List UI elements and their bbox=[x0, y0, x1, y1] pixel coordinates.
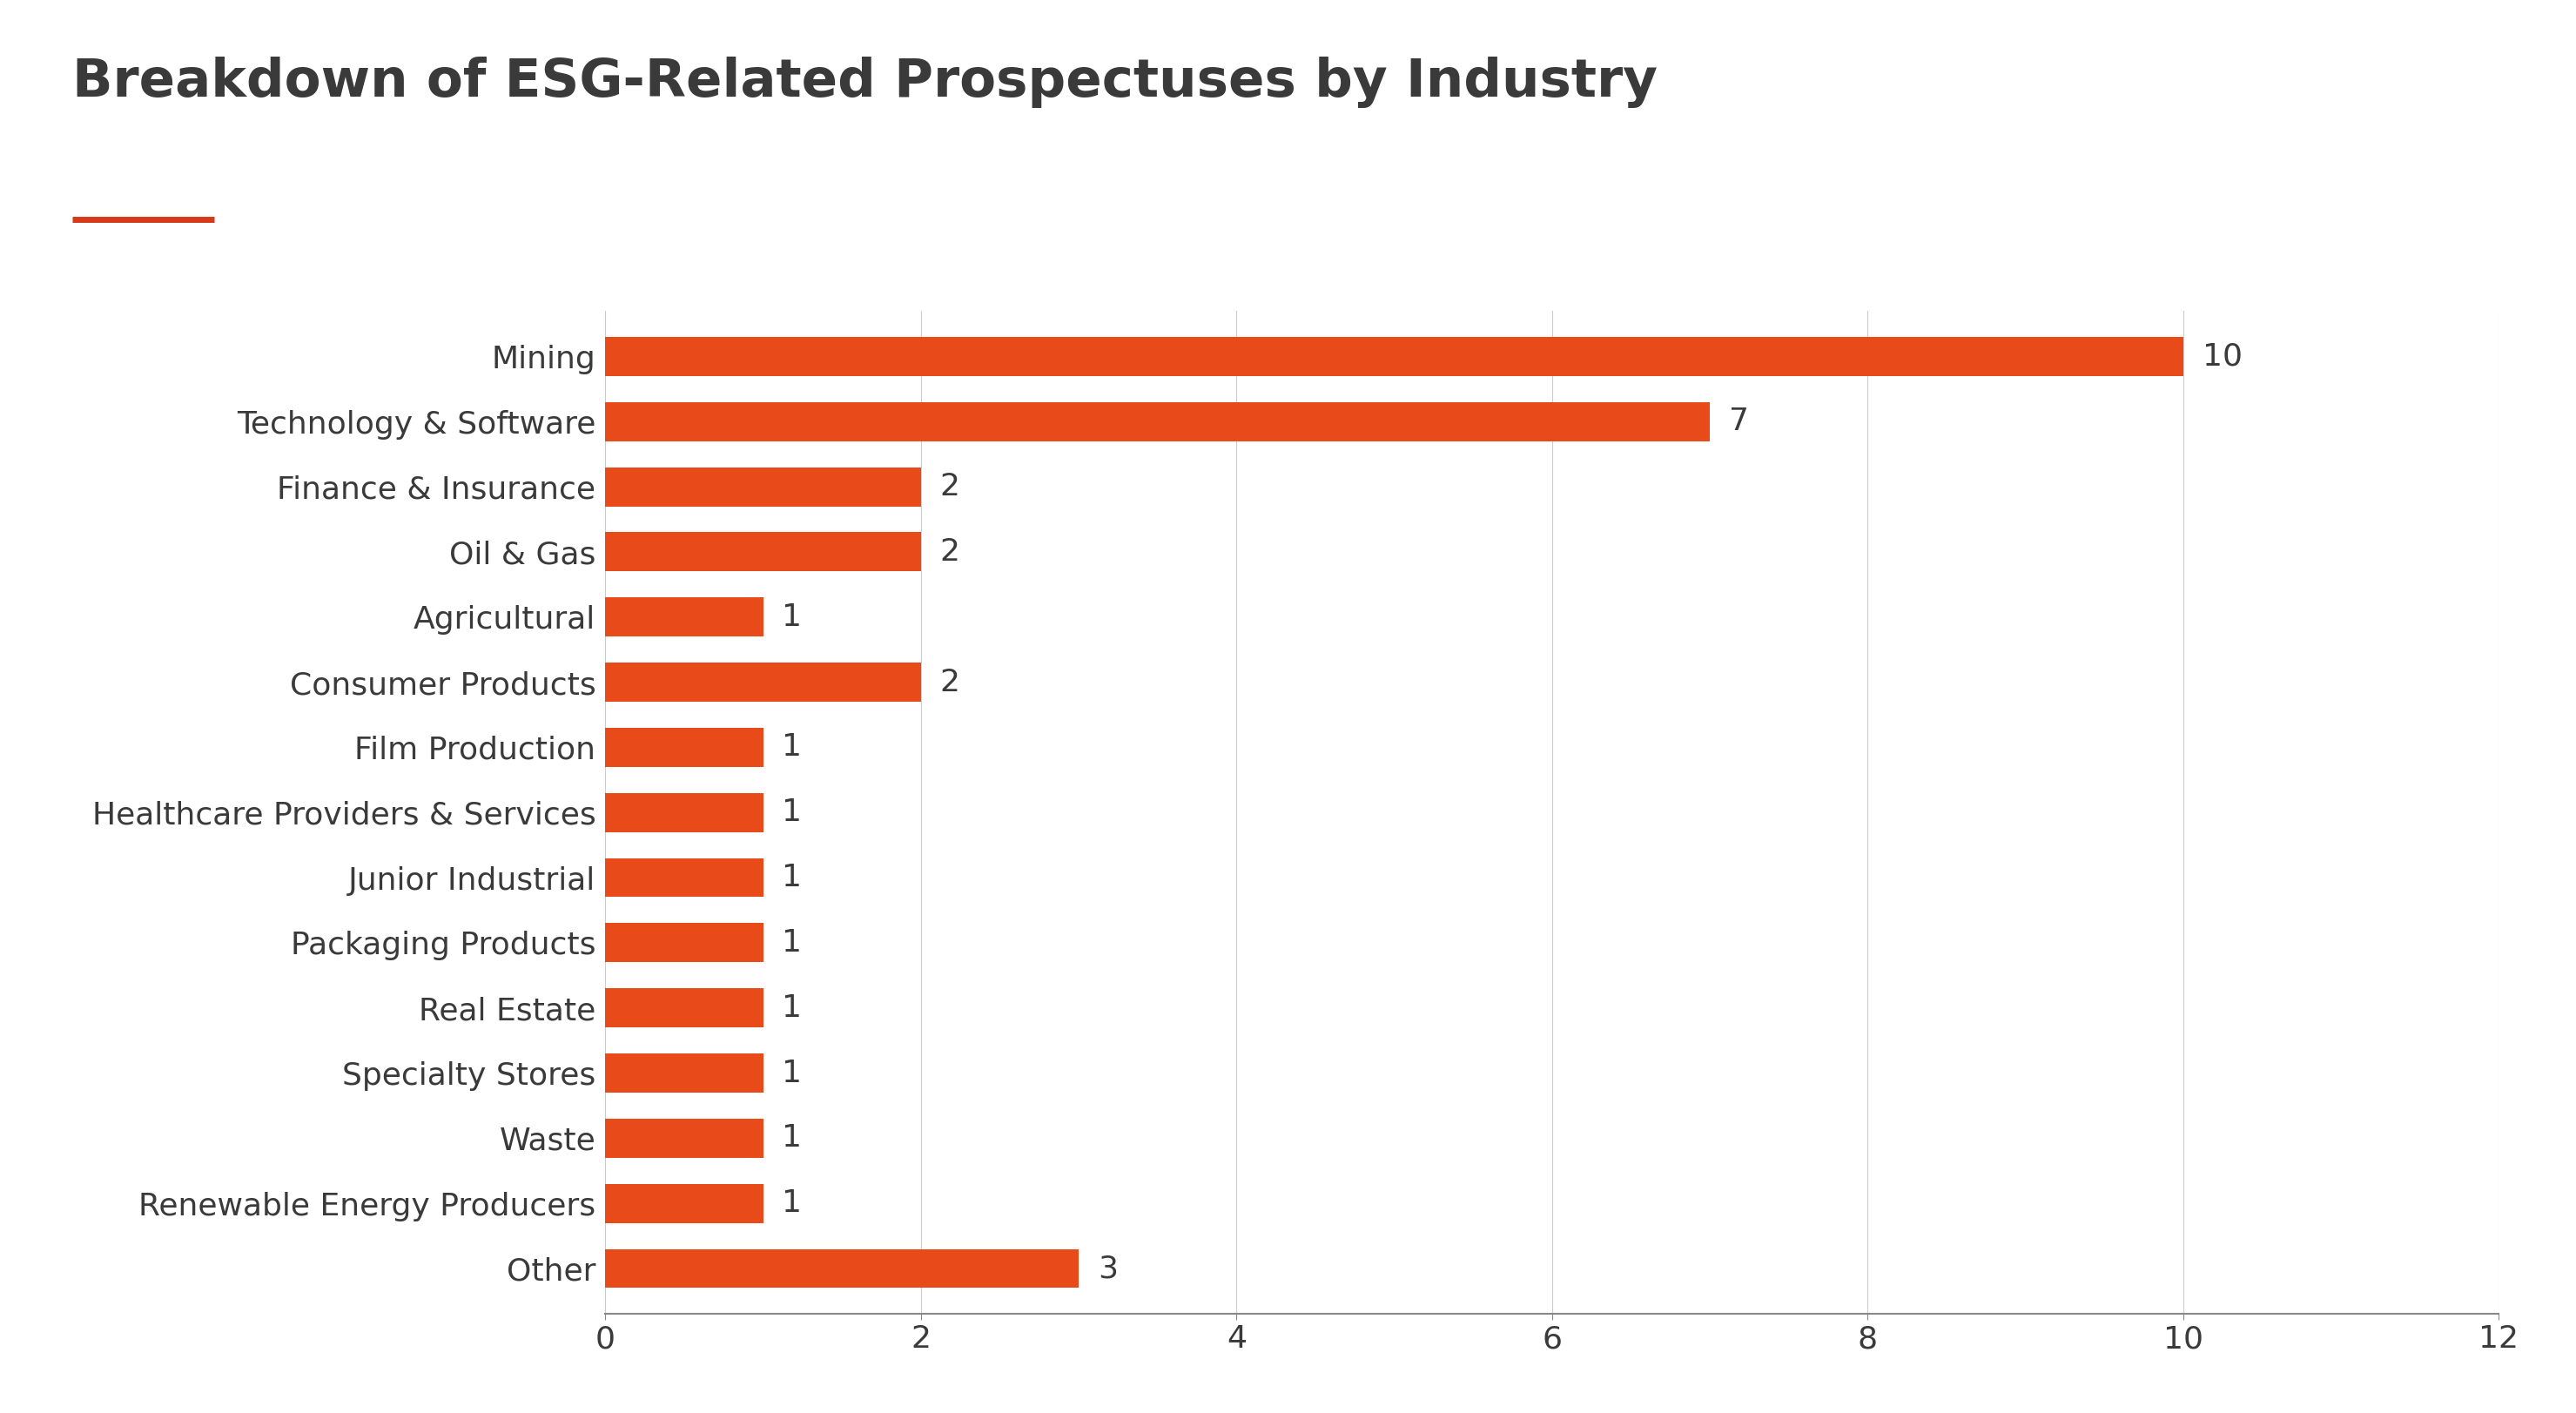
Text: 1: 1 bbox=[783, 993, 801, 1023]
Bar bbox=[605, 858, 762, 897]
Bar bbox=[605, 728, 762, 767]
Bar bbox=[605, 988, 762, 1027]
Bar bbox=[605, 468, 922, 506]
Bar bbox=[605, 533, 922, 571]
Text: 7: 7 bbox=[1728, 407, 1749, 437]
Bar bbox=[605, 1249, 1079, 1289]
Text: 1: 1 bbox=[783, 798, 801, 827]
Bar bbox=[605, 663, 922, 702]
Text: 2: 2 bbox=[940, 537, 961, 567]
Bar bbox=[605, 1119, 762, 1157]
Bar bbox=[605, 923, 762, 962]
Text: Breakdown of ESG-Related Prospectuses by Industry: Breakdown of ESG-Related Prospectuses by… bbox=[72, 57, 1656, 107]
Text: 1: 1 bbox=[783, 1188, 801, 1218]
Text: 3: 3 bbox=[1097, 1253, 1118, 1283]
Bar bbox=[605, 598, 762, 637]
Text: 1: 1 bbox=[783, 732, 801, 762]
Text: 1: 1 bbox=[783, 1058, 801, 1088]
Bar bbox=[605, 1054, 762, 1092]
Text: 1: 1 bbox=[783, 928, 801, 958]
Bar bbox=[605, 403, 1710, 441]
Text: 2: 2 bbox=[940, 667, 961, 697]
Text: 2: 2 bbox=[940, 472, 961, 502]
Bar bbox=[605, 793, 762, 832]
Bar bbox=[605, 1184, 762, 1222]
Text: 1: 1 bbox=[783, 1123, 801, 1153]
Text: 1: 1 bbox=[783, 863, 801, 893]
Bar bbox=[605, 336, 2182, 376]
Text: 10: 10 bbox=[2202, 342, 2241, 372]
Text: 1: 1 bbox=[783, 602, 801, 632]
